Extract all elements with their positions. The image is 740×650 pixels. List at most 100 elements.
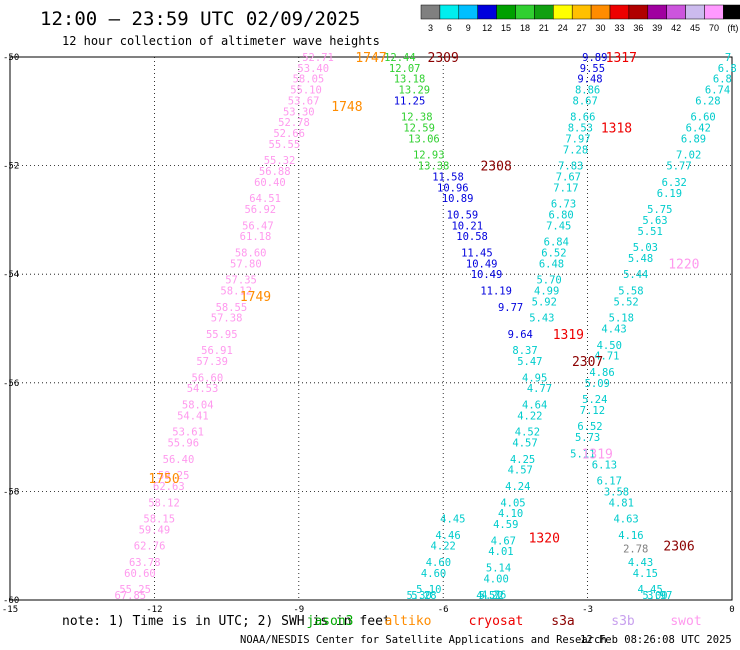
- wave-height-value: 6.52: [541, 247, 566, 259]
- y-tick-label: -58: [3, 487, 19, 497]
- wave-height-value: 10.89: [442, 193, 474, 205]
- wave-height-value: 12.44: [384, 52, 416, 64]
- wave-height-value: 58.15: [143, 514, 175, 526]
- colorbar-tick-label: 18: [520, 23, 530, 33]
- wave-height-value: 58.05: [293, 74, 325, 86]
- x-tick-label: -3: [582, 605, 593, 615]
- wave-height-value: 6.73: [551, 199, 576, 211]
- wave-height-value: 59.25: [158, 470, 190, 482]
- wave-height-value: 52.66: [273, 128, 305, 140]
- tick-labels: -15 -12 -9 -6 -3 0 -50 -52 -54 -56 -58 -60: [2, 53, 735, 615]
- colorbar-swatch: [628, 4, 649, 20]
- wave-height-value: 54.41: [177, 410, 209, 422]
- satellite-name: swot: [670, 614, 701, 629]
- wave-height-value: 58.04: [182, 400, 214, 412]
- wave-height-value: 56.60: [192, 372, 224, 384]
- y-tick-label: -54: [3, 270, 19, 280]
- wave-height-value: 56.91: [201, 345, 233, 357]
- wave-height-value: 13.38: [418, 161, 450, 173]
- wave-height-value: 10.49: [471, 269, 503, 281]
- wave-height-value: 4.10: [498, 508, 523, 520]
- colorbar-tick-label: 15: [501, 23, 511, 33]
- wave-height-value: 5.24: [582, 394, 607, 406]
- colorbar-swatch: [723, 4, 740, 20]
- wave-height-value: 57.39: [196, 356, 228, 368]
- wave-height-value: 5.47: [517, 356, 542, 368]
- wave-height-value: 5.92: [532, 296, 557, 308]
- wave-height-value: 8.67: [573, 95, 598, 107]
- wave-height-value: 55.25: [119, 584, 151, 596]
- wave-height-value: 4.25: [510, 454, 535, 466]
- wave-height-value: 63.78: [129, 557, 161, 569]
- wave-height-value: 12.38: [401, 112, 433, 124]
- wave-height-value: 3.97: [647, 590, 672, 602]
- wave-height-value: 62.76: [134, 541, 166, 553]
- colorbar-swatch: [496, 4, 516, 20]
- wave-height-value: 4.60: [421, 568, 446, 580]
- colorbar-swatch: [590, 4, 611, 20]
- plot-area: -15 -12 -9 -6 -3 0-50-52-54-56-58-60 52.7153.…: [2, 51, 737, 615]
- pass-number-label: 2309: [428, 51, 459, 66]
- wave-height-value: 6.42: [686, 123, 711, 135]
- colorbar-tick-label: 12: [482, 23, 492, 33]
- colorbar-swatch: [704, 4, 724, 20]
- wave-height-value: 55.55: [269, 139, 301, 151]
- colorbar-tick-label: 39: [652, 23, 662, 33]
- wave-height-value: 53.67: [288, 95, 320, 107]
- wave-height-value: 6.19: [657, 188, 682, 200]
- wave-height-value: 5.09: [585, 378, 610, 390]
- wave-height-value: 4.00: [483, 573, 508, 585]
- colorbar-tick-label: 45: [690, 23, 700, 33]
- wave-height-value: 4.50: [597, 340, 622, 352]
- pass-number-label: 1220: [668, 257, 699, 272]
- x-tick-label: -15: [2, 605, 18, 615]
- satellite-name: s3b: [611, 614, 635, 629]
- satellite-name: altiko: [385, 614, 432, 629]
- wave-height-value: 5.00: [642, 590, 667, 602]
- colorbar-tick-label: 42: [671, 23, 681, 33]
- pass-number-label: 1319: [582, 447, 613, 462]
- wave-height-value: 9.48: [577, 74, 602, 86]
- wave-height-value: 7: [725, 52, 731, 64]
- wave-height-value: 9.64: [508, 329, 533, 341]
- wave-height-value: 58.55: [216, 302, 248, 314]
- satellite-name: s3a: [551, 614, 574, 629]
- wave-height-value: 8.37: [512, 345, 537, 357]
- wave-height-value: 7.97: [565, 133, 590, 145]
- colorbar-swatch: [420, 4, 441, 20]
- wave-height-value: 58.12: [220, 285, 252, 297]
- wave-height-value: 7.17: [553, 182, 578, 194]
- wave-height-value: 6.74: [705, 85, 730, 97]
- wave-height-value: 4.95: [522, 372, 547, 384]
- wave-height-value: 6.8: [713, 74, 732, 86]
- wave-height-value: 4.63: [613, 514, 638, 526]
- wave-height-value: 4.22: [431, 541, 456, 553]
- wave-height-value: 11.25: [394, 95, 426, 107]
- satellite-name: jason3: [307, 614, 354, 629]
- wave-height-value: 4.76: [481, 590, 506, 602]
- wave-height-value: 6.89: [681, 133, 706, 145]
- wave-height-value: 6.52: [577, 421, 602, 433]
- satellite-legend: jason3 altiko cryosat s3a s3b swot: [307, 614, 702, 629]
- wave-height-value: 4.86: [589, 367, 614, 379]
- wave-height-value: 11.45: [461, 247, 493, 259]
- wave-height-value: 60.60: [124, 568, 156, 580]
- wave-height-value: 58.60: [235, 247, 267, 259]
- wave-height-value: 64.51: [249, 193, 281, 205]
- colorbar-tick-label: 27: [577, 23, 587, 33]
- wave-height-value: 12.59: [403, 123, 435, 135]
- wave-height-value: 5.43: [529, 313, 554, 325]
- data-points: 52.7153.4058.0555.1053.6753.3052.7852.66…: [115, 52, 737, 602]
- wave-height-value: 8.53: [568, 123, 593, 135]
- colorbar-swatch: [458, 4, 478, 20]
- wave-height-value: 4.57: [512, 438, 537, 450]
- wave-height-value: 59.49: [139, 524, 171, 536]
- y-tick-label: -52: [3, 162, 19, 172]
- colorbar-swatch: [685, 4, 705, 20]
- colorbar-tick-label: 24: [558, 23, 568, 33]
- pass-number-label: 1747: [355, 51, 386, 66]
- wave-height-value: 10.58: [456, 231, 488, 243]
- wave-height-value: 6.32: [662, 177, 687, 189]
- wave-height-value: 10.59: [447, 209, 479, 221]
- wave-height-value: 5.58: [618, 285, 643, 297]
